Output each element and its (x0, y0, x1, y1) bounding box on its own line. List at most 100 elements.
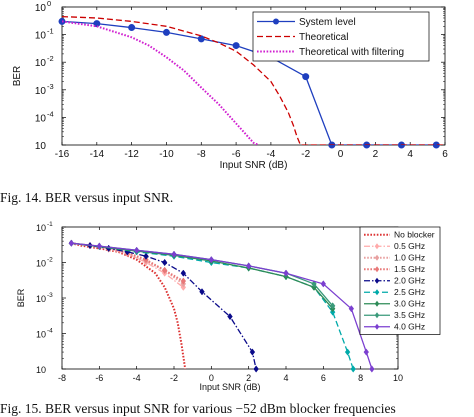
data-point-5-9 (344, 348, 351, 356)
x-tick-label: 10 (393, 373, 403, 383)
data-point-8-1 (96, 242, 103, 250)
x-tick-label: 4 (283, 373, 288, 383)
legend-marker-8 (374, 323, 380, 330)
legend-marker-6 (374, 300, 380, 307)
y-tick-exponent: -4 (47, 109, 54, 118)
y-tick-exponent: -3 (47, 292, 53, 299)
data-point-8-7 (320, 280, 327, 288)
legend-marker-1 (374, 243, 380, 250)
legend-marker-3 (374, 266, 380, 273)
data-point-4-4 (143, 252, 149, 260)
series-line-5 (71, 242, 354, 369)
x-tick-label: -4 (266, 149, 275, 160)
y-tick-label: 10 (35, 86, 47, 97)
y-axis-label: BER (16, 288, 26, 307)
x-tick-label: 2 (373, 149, 379, 160)
x-tick-label: -2 (170, 373, 178, 383)
data-point-4-10 (253, 365, 259, 373)
y-tick-label: 10 (36, 294, 46, 304)
x-tick-label: -2 (301, 149, 310, 160)
data-point-8-10 (369, 365, 375, 373)
y-tick-label: 10 (35, 3, 47, 14)
x-tick-label: -8 (197, 149, 206, 160)
data-point-3-5 (161, 266, 168, 274)
y-tick-label: 10 (35, 141, 47, 152)
legend-label-7: 3.5 GHz (394, 310, 425, 320)
legend-label-2: 1.0 GHz (394, 253, 425, 263)
y-tick-label: 10 (36, 223, 46, 233)
y-tick-label: 10 (36, 259, 46, 269)
x-tick-label: -12 (124, 149, 139, 160)
x-tick-label: -8 (58, 373, 66, 383)
ber-chart-fig14: -16 -14 -12 -10 -8 -6 -4 -2 0 2 4 610 010 -110 -210 -31… (12, 0, 448, 171)
data-point-8-4 (208, 256, 215, 264)
series-line-1 (62, 15, 445, 145)
x-tick-label: 2 (246, 373, 251, 383)
x-tick-label: 8 (358, 373, 363, 383)
x-tick-label: 0 (209, 373, 214, 383)
legend-marker-7 (374, 312, 380, 319)
legend-label-6: 3.0 GHz (394, 299, 425, 309)
legend-label-0: System level (299, 17, 356, 28)
legend-label-2: Theoretical with filtering (299, 47, 404, 58)
data-point-0-3 (162, 28, 170, 36)
legend-marker-4 (374, 277, 380, 284)
data-point-0-7 (302, 73, 310, 81)
x-tick-label: -14 (90, 149, 105, 160)
x-axis-label: Input SNR (dB) (220, 160, 288, 171)
y-tick-label: 10 (35, 113, 47, 124)
y-tick-label: 10 (35, 58, 47, 69)
data-point-4-8 (227, 312, 233, 321)
y-tick-exponent: -2 (47, 257, 53, 264)
figure-caption-fig14: Fig. 14. BER versus input SNR. (0, 190, 174, 205)
x-tick-label: -10 (159, 149, 174, 160)
legend-label-1: 0.5 GHz (394, 241, 425, 251)
data-point-8-8 (348, 305, 355, 313)
x-tick-label: -4 (133, 373, 141, 383)
legend-marker-0 (273, 18, 279, 25)
data-point-7-7 (311, 280, 317, 288)
y-tick-exponent: -4 (47, 328, 53, 335)
x-tick-label: -6 (232, 149, 241, 160)
legend-label-3: 1.5 GHz (394, 264, 425, 274)
y-tick-exponent: 0 (47, 0, 51, 8)
y-tick-exponent: -1 (47, 27, 54, 36)
legend-marker-2 (374, 254, 380, 261)
data-point-4-6 (180, 269, 187, 277)
legend-label-5: 2.5 GHz (394, 287, 425, 297)
x-tick-label: 4 (407, 149, 413, 160)
x-axis-label: Input SNR (dB) (199, 382, 260, 392)
legend-label-4: 2.0 GHz (394, 276, 425, 286)
data-point-4-9 (249, 348, 256, 356)
data-point-8-9 (363, 348, 369, 356)
data-point-3-6 (180, 277, 187, 285)
x-tick-label: 6 (442, 149, 448, 160)
legend-marker-5 (374, 289, 380, 296)
legend-box (252, 11, 430, 62)
y-tick-exponent: -1 (47, 221, 53, 228)
data-point-0-5 (232, 42, 240, 50)
y-axis-label: BER (12, 66, 23, 87)
data-point-0-2 (128, 24, 136, 32)
data-point-8-0 (68, 239, 75, 247)
y-tick-label: 10 (35, 31, 47, 42)
y-tick-exponent: -2 (47, 54, 54, 63)
legend-label-0: No blocker (394, 230, 435, 240)
data-point-8-3 (171, 250, 177, 258)
x-tick-label: -6 (95, 373, 103, 383)
data-point-0-4 (197, 35, 205, 43)
x-tick-label: -16 (55, 149, 70, 160)
data-point-8-6 (283, 269, 289, 277)
data-point-8-2 (133, 246, 140, 254)
data-point-4-7 (199, 288, 205, 296)
series-line-0 (71, 242, 187, 369)
data-point-5-10 (350, 365, 356, 373)
data-point-4-5 (161, 258, 168, 267)
legend-label-1: Theoretical (299, 32, 348, 43)
y-tick-exponent: -3 (47, 82, 54, 91)
data-point-8-5 (245, 262, 252, 270)
figure-caption-fig15: Fig. 15. BER versus input SNR for variou… (0, 401, 396, 416)
y-tick-label: 10 (36, 330, 46, 340)
data-point-7-8 (329, 302, 336, 310)
